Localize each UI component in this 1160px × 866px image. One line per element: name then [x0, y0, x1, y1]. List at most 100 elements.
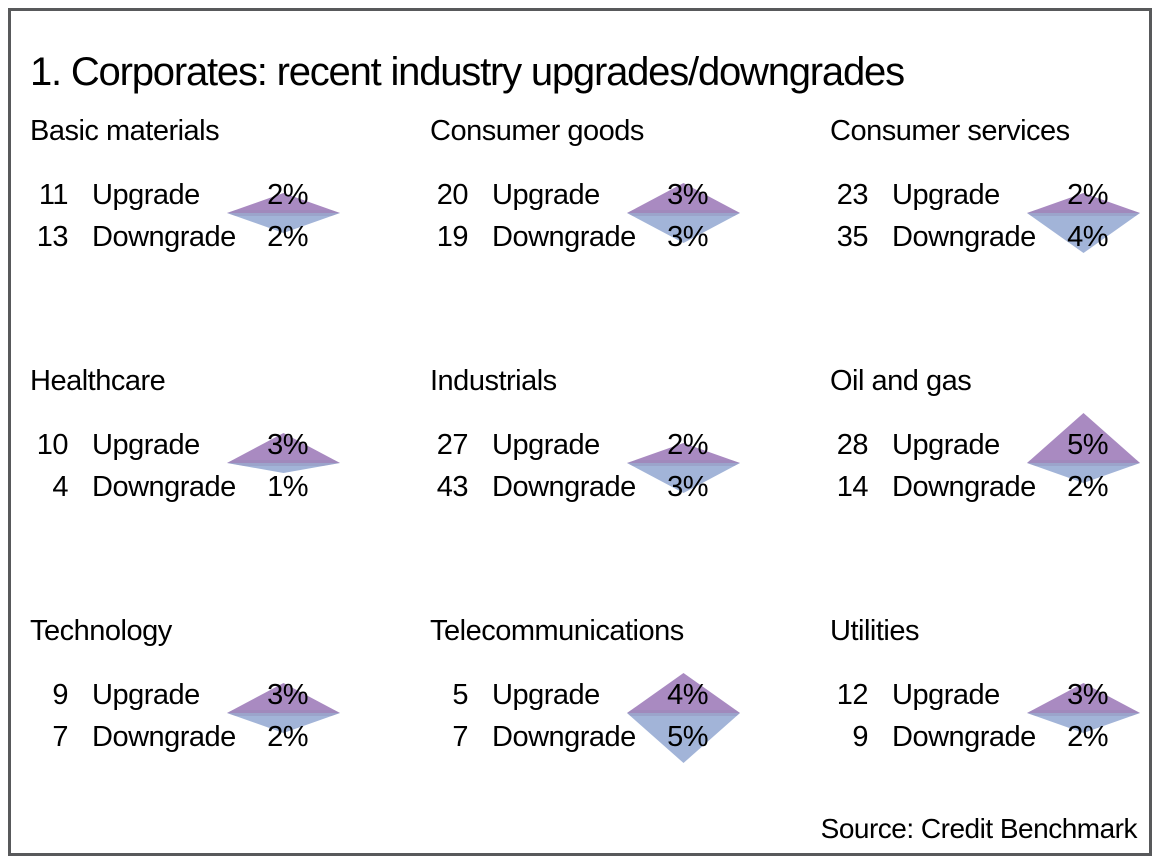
downgrade-row: 13 Downgrade 2%: [30, 216, 350, 258]
panel-rows: 5 Upgrade 4% 7 Downgrade 5%: [430, 674, 750, 758]
downgrade-percent: 4%: [1067, 221, 1108, 253]
upgrade-percent: 5%: [1067, 429, 1108, 461]
diamond-blend-band: [227, 210, 340, 216]
downgrade-count: 4: [52, 471, 68, 503]
downgrade-percent: 2%: [1067, 471, 1108, 503]
upgrade-label: Upgrade: [892, 679, 1000, 711]
upgrade-label: Upgrade: [892, 429, 1000, 461]
downgrade-label: Downgrade: [892, 721, 1036, 753]
downgrade-percent: 3%: [667, 221, 708, 253]
downgrade-percent: 3%: [667, 471, 708, 503]
source-credit: Source: Credit Benchmark: [820, 813, 1138, 844]
downgrade-row: 19 Downgrade 3%: [430, 216, 750, 258]
industry-name: Basic materials: [30, 115, 220, 147]
upgrade-count: 11: [38, 179, 69, 211]
upgrade-label: Upgrade: [92, 429, 200, 461]
upgrade-count: 28: [836, 429, 869, 461]
downgrade-row: 35 Downgrade 4%: [830, 216, 1150, 258]
downgrade-count: 13: [36, 221, 69, 253]
industry-panel: Oil and gas 28 Upgrade 5% 14 Downgrade 2…: [830, 362, 1160, 612]
industry-name: Technology: [30, 615, 172, 647]
downgrade-row: 43 Downgrade 3%: [430, 466, 750, 508]
industry-name: Industrials: [430, 365, 557, 397]
industry-panel: Consumer services 23 Upgrade 2% 35 Downg…: [830, 112, 1160, 362]
upgrade-count: 12: [836, 679, 869, 711]
downgrade-label: Downgrade: [492, 471, 636, 503]
downgrade-count: 14: [836, 471, 869, 503]
downgrade-count: 9: [852, 721, 868, 753]
downgrade-count: 7: [52, 721, 68, 753]
downgrade-label: Downgrade: [892, 221, 1036, 253]
diamond-blend-band: [227, 460, 340, 466]
downgrade-count: 19: [436, 221, 469, 253]
panel-rows: 9 Upgrade 3% 7 Downgrade 2%: [30, 674, 350, 758]
panel-rows: 23 Upgrade 2% 35 Downgrade 4%: [830, 174, 1150, 258]
downgrade-percent: 5%: [667, 721, 708, 753]
diamond-blend-band: [1027, 710, 1140, 716]
upgrade-label: Upgrade: [492, 679, 600, 711]
downgrade-triangle: [227, 463, 340, 473]
upgrade-percent: 2%: [267, 179, 308, 211]
downgrade-label: Downgrade: [92, 721, 236, 753]
industry-panel: Telecommunications 5 Upgrade 4% 7 Downgr…: [430, 612, 830, 862]
downgrade-label: Downgrade: [92, 221, 236, 253]
industry-name: Utilities: [830, 615, 919, 647]
upgrade-count: 5: [452, 679, 468, 711]
industry-panel: Consumer goods 20 Upgrade 3% 19 Downgrad…: [430, 112, 830, 362]
upgrade-row: 9 Upgrade 3%: [30, 674, 350, 716]
panel-rows: 28 Upgrade 5% 14 Downgrade 2%: [830, 424, 1150, 508]
upgrade-row: 27 Upgrade 2%: [430, 424, 750, 466]
upgrade-count: 10: [36, 429, 69, 461]
downgrade-row: 9 Downgrade 2%: [830, 716, 1150, 758]
industry-panel: Healthcare 10 Upgrade 3% 4 Downgrade 1%: [30, 362, 430, 612]
industry-name: Consumer services: [830, 115, 1070, 147]
diamond-blend-band: [627, 710, 740, 716]
chart-title: 1. Corporates: recent industry upgrades/…: [30, 49, 905, 94]
upgrade-percent: 2%: [1067, 179, 1108, 211]
upgrade-percent: 2%: [667, 429, 708, 461]
industry-panel: Utilities 12 Upgrade 3% 9 Downgrade 2%: [830, 612, 1160, 862]
upgrade-percent: 4%: [667, 679, 708, 711]
downgrade-percent: 2%: [267, 721, 308, 753]
upgrade-percent: 3%: [1067, 679, 1108, 711]
industry-panel: Basic materials 11 Upgrade 2% 13 Downgra…: [30, 112, 430, 362]
upgrade-count: 23: [836, 179, 869, 211]
upgrade-count: 9: [52, 679, 68, 711]
downgrade-label: Downgrade: [92, 471, 236, 503]
diamond-blend-band: [227, 710, 340, 716]
diamond-blend-band: [627, 210, 740, 216]
industry-name: Oil and gas: [830, 365, 972, 397]
panel-rows: 11 Upgrade 2% 13 Downgrade 2%: [30, 174, 350, 258]
industry-name: Consumer goods: [430, 115, 644, 147]
panel-rows: 12 Upgrade 3% 9 Downgrade 2%: [830, 674, 1150, 758]
upgrade-count: 20: [436, 179, 469, 211]
upgrade-label: Upgrade: [92, 179, 200, 211]
panel-rows: 27 Upgrade 2% 43 Downgrade 3%: [430, 424, 750, 508]
upgrade-row: 20 Upgrade 3%: [430, 174, 750, 216]
downgrade-percent: 1%: [267, 471, 308, 503]
downgrade-row: 7 Downgrade 2%: [30, 716, 350, 758]
downgrade-label: Downgrade: [492, 721, 636, 753]
upgrade-row: 28 Upgrade 5%: [830, 424, 1150, 466]
downgrade-row: 14 Downgrade 2%: [830, 466, 1150, 508]
upgrade-percent: 3%: [267, 679, 308, 711]
upgrade-row: 12 Upgrade 3%: [830, 674, 1150, 716]
diamond-blend-band: [627, 460, 740, 466]
downgrade-percent: 2%: [1067, 721, 1108, 753]
upgrade-percent: 3%: [667, 179, 708, 211]
industry-panel: Technology 9 Upgrade 3% 7 Downgrade 2%: [30, 612, 430, 862]
upgrade-row: 10 Upgrade 3%: [30, 424, 350, 466]
downgrade-count: 43: [436, 471, 469, 503]
chart-frame: 1. Corporates: recent industry upgrades/…: [8, 8, 1152, 856]
upgrade-percent: 3%: [267, 429, 308, 461]
downgrade-label: Downgrade: [892, 471, 1036, 503]
upgrade-label: Upgrade: [92, 679, 200, 711]
diamond-blend-band: [1027, 460, 1140, 466]
upgrade-label: Upgrade: [492, 429, 600, 461]
industry-panel: Industrials 27 Upgrade 2% 43 Downgrade 3…: [430, 362, 830, 612]
diamond-blend-band: [1027, 210, 1140, 216]
upgrade-row: 23 Upgrade 2%: [830, 174, 1150, 216]
upgrade-row: 11 Upgrade 2%: [30, 174, 350, 216]
panels-grid: Basic materials 11 Upgrade 2% 13 Downgra…: [30, 112, 1160, 862]
downgrade-percent: 2%: [267, 221, 308, 253]
